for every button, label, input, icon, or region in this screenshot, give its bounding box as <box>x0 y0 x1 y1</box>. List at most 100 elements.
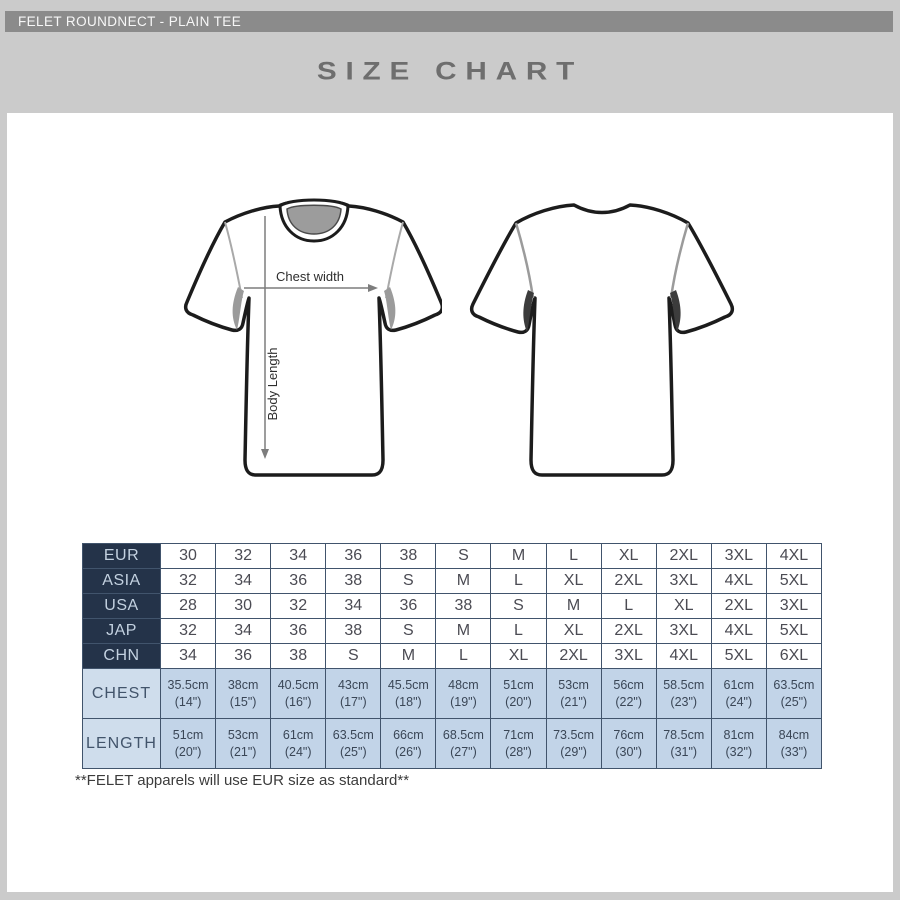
size-cell: 3XL <box>765 593 823 619</box>
measure-cell: 53cm (21") <box>215 718 272 769</box>
tshirt-back-diagram <box>469 203 735 477</box>
size-cell: 3XL <box>655 568 712 594</box>
measure-cell: 71cm (28") <box>490 718 547 769</box>
size-cell: M <box>435 568 492 594</box>
size-cell: 36 <box>270 568 327 594</box>
size-cell: 28 <box>159 593 217 619</box>
measure-cell: 63.5cm (25") <box>325 718 382 769</box>
size-table-body: EUR 30 32 34 36 38 S M L XL 2XL 3XL 4XL ASIA 32 34 36 38 S… <box>82 543 823 769</box>
size-cell: M <box>435 618 492 644</box>
region-row-eur: EUR 30 32 34 36 38 S M L XL 2XL 3XL 4XL <box>82 543 823 569</box>
size-cell: 4XL <box>655 643 712 669</box>
measure-cell: 51cm (20") <box>490 668 547 719</box>
measure-cell: 76cm (30") <box>600 718 657 769</box>
size-cell: M <box>380 643 437 669</box>
product-title: FELET ROUNDNECT - PLAIN TEE <box>18 14 242 29</box>
size-cell: 2XL <box>545 643 602 669</box>
size-cell: 34 <box>215 568 272 594</box>
size-table: EUR 30 32 34 36 38 S M L XL 2XL 3XL 4XL ASIA 32 34 36 38 S… <box>82 543 823 769</box>
measure-cell: 43cm (17") <box>325 668 382 719</box>
chest-width-arrow <box>244 284 378 292</box>
measure-cell: 78.5cm (31") <box>655 718 712 769</box>
size-cell: L <box>435 643 492 669</box>
tshirt-front-outline <box>183 199 442 477</box>
size-cell: 34 <box>270 543 327 569</box>
tshirt-front-diagram: Chest width Body Length <box>183 198 442 477</box>
size-cell: 36 <box>215 643 272 669</box>
measure-cell: 35.5cm (14") <box>159 668 217 719</box>
size-cell: 36 <box>325 543 382 569</box>
region-label-cell: USA <box>82 593 161 619</box>
size-cell: 2XL <box>655 543 712 569</box>
measure-cell: 40.5cm (16") <box>270 668 327 719</box>
measure-cell: 84cm (33") <box>765 718 823 769</box>
measure-cell: 45.5cm (18") <box>380 668 437 719</box>
size-cell: XL <box>655 593 712 619</box>
size-cell: M <box>490 543 547 569</box>
size-cell: 32 <box>159 568 217 594</box>
measure-row-chest: CHEST 35.5cm (14") 38cm (15") 40.5cm (16") 4… <box>82 668 823 719</box>
footnote: **FELET apparels will use EUR size as st… <box>75 772 410 789</box>
size-cell: 32 <box>159 618 217 644</box>
underarm-shadow-left <box>523 290 534 332</box>
size-cell: 3XL <box>600 643 657 669</box>
measure-cell: 53cm (21") <box>545 668 602 719</box>
size-cell: XL <box>545 568 602 594</box>
underarm-shadow-right <box>670 290 681 332</box>
region-row-usa: USA 28 30 32 34 36 38 S M L XL 2XL 3XL <box>82 593 823 619</box>
size-cell: M <box>545 593 602 619</box>
size-cell: S <box>380 618 437 644</box>
size-cell: 34 <box>325 593 382 619</box>
size-cell: 4XL <box>710 568 767 594</box>
measure-cell: 56cm (22") <box>600 668 657 719</box>
size-cell: 38 <box>380 543 437 569</box>
size-cell: 30 <box>215 593 272 619</box>
collar-inner <box>286 204 342 235</box>
measure-cell: 58.5cm (23") <box>655 668 712 719</box>
size-cell: S <box>435 543 492 569</box>
measure-cell: 66cm (26") <box>380 718 437 769</box>
size-cell: 36 <box>270 618 327 644</box>
size-cell: 38 <box>325 618 382 644</box>
body-length-arrow <box>261 216 269 459</box>
size-cell: 32 <box>215 543 272 569</box>
tshirt-back-outline <box>469 203 735 477</box>
size-cell: 5XL <box>765 618 823 644</box>
size-cell: 2XL <box>600 618 657 644</box>
size-cell: L <box>490 618 547 644</box>
region-label-cell: ASIA <box>82 568 161 594</box>
sleeve-seam-right <box>669 222 690 299</box>
region-label-cell: JAP <box>82 618 161 644</box>
underarm-shadow-left <box>232 287 244 330</box>
size-cell: 3XL <box>655 618 712 644</box>
size-cell: 34 <box>215 618 272 644</box>
size-cell: XL <box>545 618 602 644</box>
size-cell: L <box>545 543 602 569</box>
measure-label-cell: LENGTH <box>82 718 161 769</box>
region-row-jap: JAP 32 34 36 38 S M L XL 2XL 3XL 4XL 5XL <box>82 618 823 644</box>
size-cell: XL <box>490 643 547 669</box>
body-length-label: Body Length <box>265 347 280 420</box>
sleeve-seam-left <box>514 222 535 299</box>
region-label-cell: EUR <box>82 543 161 569</box>
size-cell: 34 <box>159 643 217 669</box>
size-cell: 38 <box>325 568 382 594</box>
size-cell: 5XL <box>710 643 767 669</box>
measure-cell: 73.5cm (29") <box>545 718 602 769</box>
size-cell: 6XL <box>765 643 823 669</box>
region-label-cell: CHN <box>82 643 161 669</box>
measure-cell: 48cm (19") <box>435 668 492 719</box>
size-cell: S <box>325 643 382 669</box>
chest-width-label: Chest width <box>276 269 344 284</box>
size-cell: 3XL <box>710 543 767 569</box>
measure-cell: 61cm (24") <box>710 668 767 719</box>
size-cell: S <box>490 593 547 619</box>
measure-cell: 81cm (32") <box>710 718 767 769</box>
size-cell: 2XL <box>710 593 767 619</box>
product-title-bar: FELET ROUNDNECT - PLAIN TEE <box>5 11 893 32</box>
size-cell: 2XL <box>600 568 657 594</box>
size-cell: 32 <box>270 593 327 619</box>
size-cell: L <box>490 568 547 594</box>
underarm-shadow-right <box>384 287 396 330</box>
